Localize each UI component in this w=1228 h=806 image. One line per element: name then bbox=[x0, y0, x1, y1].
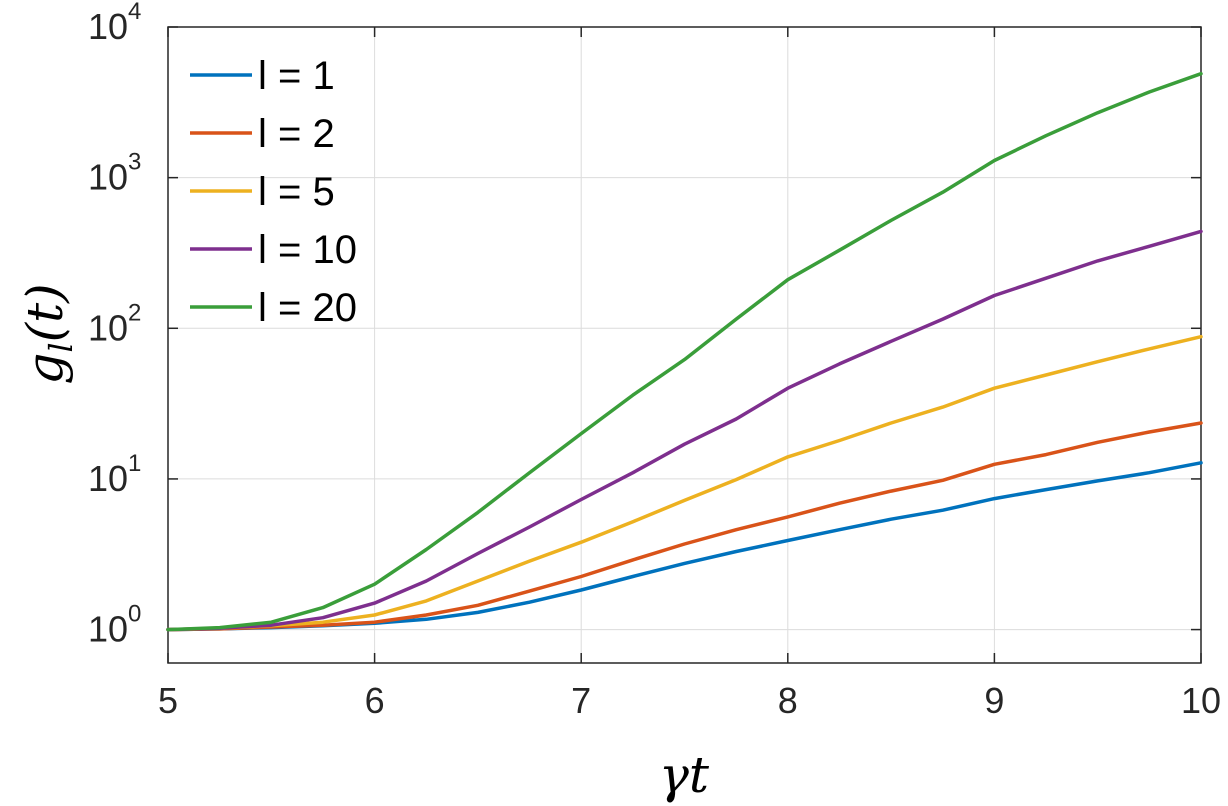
legend-label: l = 10 bbox=[258, 228, 357, 272]
y-tick-label: 10 bbox=[88, 609, 128, 650]
legend-label: l = 20 bbox=[258, 286, 357, 330]
y-tick-label-base: 10 bbox=[88, 307, 128, 348]
series-line-1 bbox=[166, 461, 1203, 632]
y-tick-label-exponent: 2 bbox=[128, 299, 141, 326]
x-tick-label: 6 bbox=[365, 680, 385, 721]
y-tick-label-exponent: 3 bbox=[128, 149, 141, 176]
y-axis-label-suffix: (t) bbox=[16, 283, 74, 342]
y-tick-label-exponent: 1 bbox=[128, 450, 141, 477]
y-tick-label: 10 bbox=[88, 157, 128, 198]
y-tick-label: 10 bbox=[88, 307, 128, 348]
grid bbox=[168, 27, 1201, 663]
series-line-5 bbox=[166, 71, 1203, 632]
series-line-3 bbox=[166, 334, 1203, 632]
y-axis-label-subscript: l bbox=[42, 342, 80, 352]
y-tick-label: 10 bbox=[88, 458, 128, 499]
x-axis-label: γt bbox=[659, 746, 710, 804]
y-tick-label-exponent: 4 bbox=[128, 0, 141, 25]
y-axis-label: gl(t) bbox=[16, 283, 80, 384]
y-tick-label-base: 10 bbox=[88, 458, 128, 499]
y-tick-label-base: 10 bbox=[88, 6, 128, 47]
x-tick-label: 7 bbox=[571, 680, 591, 721]
x-tick-label: 5 bbox=[158, 680, 178, 721]
legend-label: l = 1 bbox=[258, 54, 335, 98]
y-tick-label: 10 bbox=[88, 6, 128, 47]
x-tick-label: 8 bbox=[778, 680, 798, 721]
y-axis-label-base: g bbox=[16, 353, 74, 385]
y-tick-label-exponent: 0 bbox=[128, 601, 141, 628]
x-tick-label: 10 bbox=[1181, 680, 1221, 721]
series-line-4 bbox=[166, 229, 1203, 632]
series-line-2 bbox=[166, 421, 1203, 632]
legend: l = 1 l = 2 l = 5 l = 10 l = 20 bbox=[190, 54, 357, 330]
y-tick-label-base: 10 bbox=[88, 609, 128, 650]
y-tick-label-base: 10 bbox=[88, 157, 128, 198]
series-group bbox=[166, 71, 1203, 632]
legend-label: l = 2 bbox=[258, 112, 335, 156]
legend-label: l = 5 bbox=[258, 170, 335, 214]
plot-area bbox=[167, 26, 1202, 664]
x-tick-label: 9 bbox=[984, 680, 1004, 721]
